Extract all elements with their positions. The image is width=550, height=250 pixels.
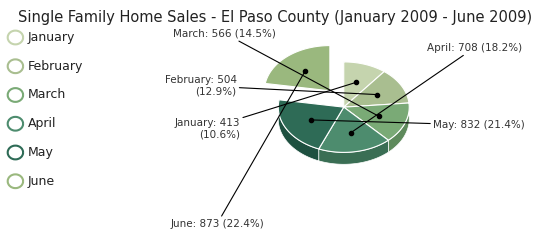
Text: February: 504
(12.9%): February: 504 (12.9%) (164, 75, 377, 96)
Text: April: April (28, 117, 56, 130)
Text: June: 873 (22.4%): June: 873 (22.4%) (170, 71, 305, 229)
Text: March: 566 (14.5%): March: 566 (14.5%) (173, 28, 380, 117)
PathPatch shape (278, 100, 319, 161)
PathPatch shape (319, 140, 388, 164)
Text: March: March (28, 88, 66, 102)
Text: April: 708 (18.2%): April: 708 (18.2%) (350, 42, 522, 133)
PathPatch shape (344, 62, 384, 107)
Text: May: 832 (21.4%): May: 832 (21.4%) (311, 120, 525, 130)
Text: June: June (28, 175, 54, 188)
Text: January: 413
(10.6%): January: 413 (10.6%) (175, 82, 356, 139)
Text: January: January (28, 31, 75, 44)
PathPatch shape (265, 46, 330, 91)
PathPatch shape (388, 103, 409, 152)
PathPatch shape (344, 103, 409, 140)
Text: May: May (28, 146, 53, 159)
PathPatch shape (319, 107, 388, 152)
Text: Single Family Home Sales - El Paso County (January 2009 - June 2009): Single Family Home Sales - El Paso Count… (18, 10, 532, 25)
Text: February: February (28, 60, 83, 73)
PathPatch shape (344, 72, 409, 107)
PathPatch shape (278, 100, 344, 149)
